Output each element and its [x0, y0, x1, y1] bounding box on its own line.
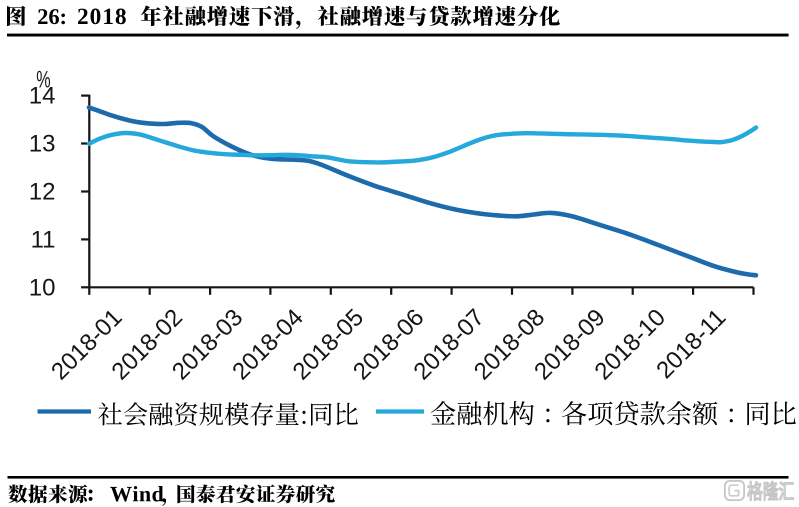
svg-text:%: % [36, 66, 50, 93]
svg-text:13: 13 [29, 131, 56, 158]
svg-text:14: 14 [29, 83, 56, 110]
svg-text:12: 12 [29, 179, 56, 206]
svg-text:10: 10 [29, 274, 56, 301]
svg-text:11: 11 [31, 227, 56, 254]
